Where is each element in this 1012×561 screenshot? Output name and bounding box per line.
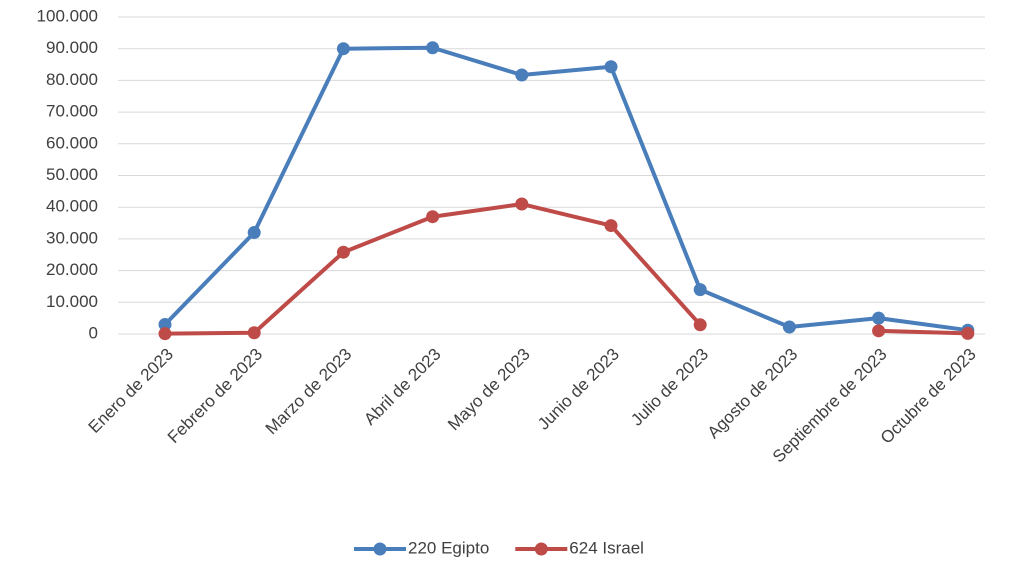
data-point <box>336 245 350 259</box>
data-point <box>515 197 529 211</box>
x-tick-label: Octubre de 2023 <box>877 345 980 448</box>
y-tick-label: 0 <box>89 323 98 342</box>
x-tick-label: Enero de 2023 <box>85 345 177 437</box>
legend-label: 220 Egipto <box>408 538 489 557</box>
legend-label: 624 Israel <box>569 538 644 557</box>
y-tick-label: 60.000 <box>46 133 98 152</box>
data-point <box>782 320 796 334</box>
series-line <box>164 202 968 336</box>
data-point <box>426 210 440 224</box>
series-line <box>163 45 969 333</box>
data-point <box>693 318 707 332</box>
y-tick-label: 80.000 <box>46 70 98 89</box>
x-tick-label: Junio de 2023 <box>534 345 623 434</box>
data-point <box>158 327 172 341</box>
y-tick-label: 30.000 <box>46 228 98 247</box>
data-point <box>247 226 261 240</box>
x-tick-label: Febrero de 2023 <box>164 345 266 447</box>
data-point <box>872 324 886 338</box>
data-point <box>961 326 975 340</box>
x-tick-label: Abril de 2023 <box>360 345 444 429</box>
y-tick-label: 40.000 <box>46 197 98 216</box>
data-point <box>336 42 350 56</box>
data-point <box>247 326 261 340</box>
x-tick-label: Agosto de 2023 <box>704 345 802 443</box>
data-point <box>426 41 440 55</box>
legend-marker <box>373 542 387 556</box>
data-point <box>604 219 618 233</box>
legend-marker <box>534 542 548 556</box>
data-point <box>158 317 172 331</box>
y-tick-label: 70.000 <box>46 102 98 121</box>
x-tick-label: Mayo de 2023 <box>444 345 534 435</box>
y-tick-label: 10.000 <box>46 292 98 311</box>
data-point <box>872 311 886 325</box>
y-tick-label: 100.000 <box>37 6 98 25</box>
y-tick-label: 50.000 <box>46 165 98 184</box>
y-tick-label: 20.000 <box>46 260 98 279</box>
data-point <box>604 60 618 74</box>
data-point <box>693 283 707 297</box>
data-point <box>515 68 529 82</box>
x-tick-label: Marzo de 2023 <box>262 345 356 439</box>
x-tick-label: Julio de 2023 <box>627 345 712 430</box>
y-tick-label: 90.000 <box>46 38 98 57</box>
